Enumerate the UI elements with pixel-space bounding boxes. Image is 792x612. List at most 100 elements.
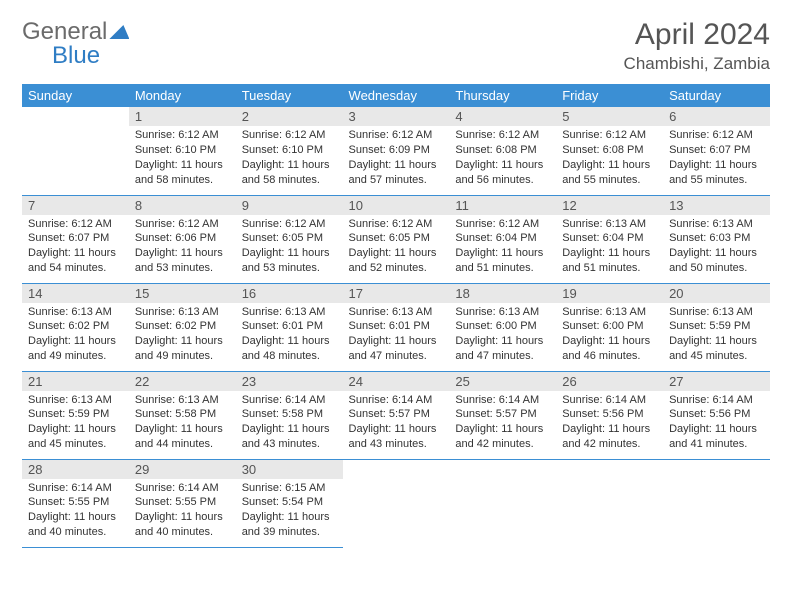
day-details: Sunrise: 6:13 AMSunset: 6:02 PMDaylight:… [129,303,236,368]
calendar-cell: 23Sunrise: 6:14 AMSunset: 5:58 PMDayligh… [236,371,343,459]
day-details: Sunrise: 6:12 AMSunset: 6:06 PMDaylight:… [129,215,236,280]
sunrise-text: Sunrise: 6:12 AM [242,128,337,143]
sunrise-text: Sunrise: 6:13 AM [669,217,764,232]
sunset-text: Sunset: 6:00 PM [455,319,550,334]
sunrise-text: Sunrise: 6:13 AM [28,393,123,408]
daylight-text: Daylight: 11 hours and 44 minutes. [135,422,230,452]
calendar-cell: 15Sunrise: 6:13 AMSunset: 6:02 PMDayligh… [129,283,236,371]
brand-triangle-icon [109,25,129,39]
day-number: 15 [129,284,236,303]
daylight-text: Daylight: 11 hours and 55 minutes. [562,158,657,188]
sunrise-text: Sunrise: 6:14 AM [135,481,230,496]
day-number: 26 [556,372,663,391]
day-details: Sunrise: 6:12 AMSunset: 6:05 PMDaylight:… [343,215,450,280]
sunrise-text: Sunrise: 6:13 AM [562,217,657,232]
sunrise-text: Sunrise: 6:13 AM [562,305,657,320]
day-details: Sunrise: 6:12 AMSunset: 6:05 PMDaylight:… [236,215,343,280]
daylight-text: Daylight: 11 hours and 51 minutes. [562,246,657,276]
header: General April 2024 Chambishi, Zambia [22,18,770,74]
day-number: 13 [663,196,770,215]
sunrise-text: Sunrise: 6:13 AM [135,393,230,408]
day-details: Sunrise: 6:13 AMSunset: 6:01 PMDaylight:… [236,303,343,368]
sunrise-text: Sunrise: 6:14 AM [562,393,657,408]
sunset-text: Sunset: 5:55 PM [28,495,123,510]
day-details: Sunrise: 6:13 AMSunset: 5:58 PMDaylight:… [129,391,236,456]
day-details: Sunrise: 6:14 AMSunset: 5:57 PMDaylight:… [449,391,556,456]
sunrise-text: Sunrise: 6:12 AM [455,217,550,232]
calendar-cell: 3Sunrise: 6:12 AMSunset: 6:09 PMDaylight… [343,107,450,195]
day-details: Sunrise: 6:14 AMSunset: 5:57 PMDaylight:… [343,391,450,456]
sunrise-text: Sunrise: 6:12 AM [669,128,764,143]
sunset-text: Sunset: 6:01 PM [242,319,337,334]
calendar-cell: 18Sunrise: 6:13 AMSunset: 6:00 PMDayligh… [449,283,556,371]
daylight-text: Daylight: 11 hours and 51 minutes. [455,246,550,276]
daylight-text: Daylight: 11 hours and 45 minutes. [28,422,123,452]
calendar-cell: 11Sunrise: 6:12 AMSunset: 6:04 PMDayligh… [449,195,556,283]
daylight-text: Daylight: 11 hours and 42 minutes. [562,422,657,452]
daylight-text: Daylight: 11 hours and 54 minutes. [28,246,123,276]
day-number: 24 [343,372,450,391]
weekday-header: Saturday [663,84,770,107]
day-number: 9 [236,196,343,215]
sunrise-text: Sunrise: 6:14 AM [242,393,337,408]
day-number: 16 [236,284,343,303]
day-details: Sunrise: 6:14 AMSunset: 5:58 PMDaylight:… [236,391,343,456]
day-details: Sunrise: 6:14 AMSunset: 5:56 PMDaylight:… [663,391,770,456]
sunset-text: Sunset: 6:10 PM [135,143,230,158]
day-details: Sunrise: 6:13 AMSunset: 6:00 PMDaylight:… [449,303,556,368]
sunrise-text: Sunrise: 6:12 AM [135,128,230,143]
daylight-text: Daylight: 11 hours and 57 minutes. [349,158,444,188]
sunset-text: Sunset: 6:06 PM [135,231,230,246]
day-number: 17 [343,284,450,303]
day-number: 7 [22,196,129,215]
calendar-cell: 26Sunrise: 6:14 AMSunset: 5:56 PMDayligh… [556,371,663,459]
sunset-text: Sunset: 6:08 PM [562,143,657,158]
calendar-cell: 20Sunrise: 6:13 AMSunset: 5:59 PMDayligh… [663,283,770,371]
daylight-text: Daylight: 11 hours and 43 minutes. [349,422,444,452]
sunset-text: Sunset: 6:01 PM [349,319,444,334]
calendar-cell [449,459,556,547]
day-number: 8 [129,196,236,215]
calendar-header-row: SundayMondayTuesdayWednesdayThursdayFrid… [22,84,770,107]
weekday-header: Tuesday [236,84,343,107]
calendar-cell: 30Sunrise: 6:15 AMSunset: 5:54 PMDayligh… [236,459,343,547]
calendar-cell: 19Sunrise: 6:13 AMSunset: 6:00 PMDayligh… [556,283,663,371]
calendar-cell: 28Sunrise: 6:14 AMSunset: 5:55 PMDayligh… [22,459,129,547]
daylight-text: Daylight: 11 hours and 56 minutes. [455,158,550,188]
sunrise-text: Sunrise: 6:12 AM [349,217,444,232]
sunrise-text: Sunrise: 6:15 AM [242,481,337,496]
calendar-cell: 21Sunrise: 6:13 AMSunset: 5:59 PMDayligh… [22,371,129,459]
weekday-header: Sunday [22,84,129,107]
calendar-cell [343,459,450,547]
day-number: 5 [556,107,663,126]
calendar-cell: 29Sunrise: 6:14 AMSunset: 5:55 PMDayligh… [129,459,236,547]
day-number: 25 [449,372,556,391]
calendar-cell: 4Sunrise: 6:12 AMSunset: 6:08 PMDaylight… [449,107,556,195]
sunset-text: Sunset: 6:04 PM [455,231,550,246]
sunset-text: Sunset: 5:59 PM [669,319,764,334]
calendar-cell: 16Sunrise: 6:13 AMSunset: 6:01 PMDayligh… [236,283,343,371]
day-number: 29 [129,460,236,479]
sunrise-text: Sunrise: 6:14 AM [349,393,444,408]
day-details: Sunrise: 6:13 AMSunset: 5:59 PMDaylight:… [22,391,129,456]
daylight-text: Daylight: 11 hours and 49 minutes. [135,334,230,364]
day-number: 19 [556,284,663,303]
sunset-text: Sunset: 5:56 PM [562,407,657,422]
calendar-cell: 12Sunrise: 6:13 AMSunset: 6:04 PMDayligh… [556,195,663,283]
day-number: 2 [236,107,343,126]
sunrise-text: Sunrise: 6:13 AM [135,305,230,320]
sunrise-text: Sunrise: 6:12 AM [135,217,230,232]
calendar-cell: 25Sunrise: 6:14 AMSunset: 5:57 PMDayligh… [449,371,556,459]
day-details: Sunrise: 6:14 AMSunset: 5:56 PMDaylight:… [556,391,663,456]
calendar-cell [663,459,770,547]
sunset-text: Sunset: 6:07 PM [28,231,123,246]
day-details: Sunrise: 6:15 AMSunset: 5:54 PMDaylight:… [236,479,343,544]
daylight-text: Daylight: 11 hours and 41 minutes. [669,422,764,452]
sunset-text: Sunset: 5:57 PM [349,407,444,422]
day-number: 23 [236,372,343,391]
sunset-text: Sunset: 6:09 PM [349,143,444,158]
day-number: 28 [22,460,129,479]
day-number: 30 [236,460,343,479]
day-details: Sunrise: 6:12 AMSunset: 6:07 PMDaylight:… [663,126,770,191]
sunset-text: Sunset: 5:57 PM [455,407,550,422]
